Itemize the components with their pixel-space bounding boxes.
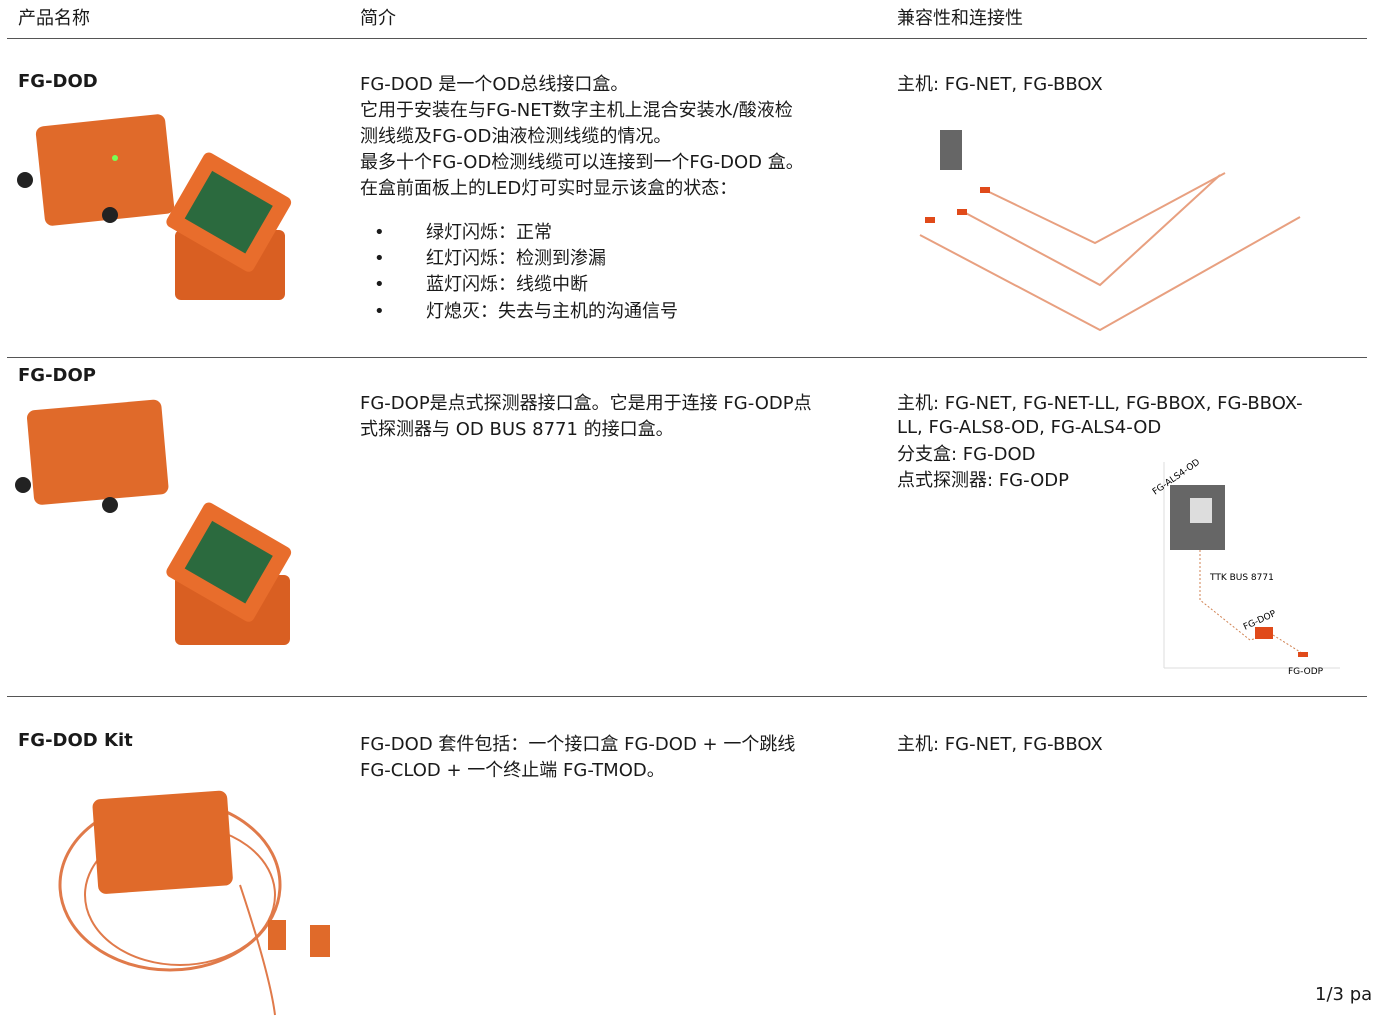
header-cell: 兼容性和连接性 — [897, 8, 1023, 29]
compatibility-line: 主机: FG-NET, FG-BBOX — [897, 734, 1103, 755]
description-line: FG-DOD 是一个OD总线接口盒。 — [360, 74, 629, 95]
diagram-label: FG-ODP — [1288, 667, 1324, 677]
rule — [7, 357, 1367, 358]
description-line: FG-DOP是点式探测器接口盒。它是用于连接 FG-ODP点 — [360, 393, 812, 414]
product-photo — [17, 114, 292, 300]
description-line: 式探测器与 OD BUS 8771 的接口盒。 — [360, 419, 674, 440]
cable-diagram — [919, 130, 1301, 332]
compatibility-line: 点式探测器: FG-ODP — [897, 470, 1069, 491]
compatibility-line: LL, FG-ALS8-OD, FG-ALS4-OD — [897, 417, 1162, 438]
bullet-dot: • — [374, 248, 385, 269]
compatibility-line: 主机: FG-NET, FG-BBOX — [897, 74, 1103, 95]
description-line: FG-CLOD + 一个终止端 FG-TMOD。 — [360, 760, 665, 781]
product-photo — [15, 399, 292, 645]
product-name: FG-DOD — [18, 71, 98, 92]
rule — [7, 38, 1367, 39]
bullet-text: 蓝灯闪烁：线缆中断 — [426, 274, 588, 295]
header-cell: 简介 — [360, 8, 396, 29]
bullet-text: 红灯闪烁：检测到渗漏 — [426, 248, 606, 269]
compatibility-line: 主机: FG-NET, FG-NET-LL, FG-BBOX, FG-BBOX- — [897, 393, 1303, 414]
product-photo — [58, 790, 330, 1016]
bullet-dot: • — [374, 222, 385, 243]
bullet-dot: • — [374, 301, 385, 322]
diagram-label: TTK BUS 8771 — [1209, 573, 1274, 583]
description-line: 它用于安装在与FG-NET数字主机上混合安装水/酸液检 — [360, 100, 793, 121]
connection-diagram: FG-ALS4-OD TTK BUS 8771 FG-DOP FG-ODP — [1151, 457, 1340, 677]
bullet-text: 灯熄灭：失去与主机的沟通信号 — [426, 301, 678, 322]
description-line: FG-DOD 套件包括：一个接口盒 FG-DOD + 一个跳线 — [360, 734, 796, 755]
bullet-dot: • — [374, 274, 385, 295]
description-line: 在盒前面板上的LED灯可实时显示该盒的状态： — [360, 178, 738, 199]
description-line: 最多十个FG-OD检测线缆可以连接到一个FG-DOD 盒。 — [360, 152, 804, 173]
product-name: FG-DOP — [18, 365, 96, 386]
bullet-text: 绿灯闪烁：正常 — [426, 222, 552, 243]
compatibility-line: 分支盒: FG-DOD — [897, 444, 1036, 465]
page-number: 1/3 pa — [1315, 984, 1373, 1005]
description-line: 测线缆及FG-OD油液检测线缆的情况。 — [360, 126, 672, 147]
header-cell: 产品名称 — [18, 8, 90, 29]
rule — [7, 696, 1367, 697]
product-name: FG-DOD Kit — [18, 730, 133, 751]
